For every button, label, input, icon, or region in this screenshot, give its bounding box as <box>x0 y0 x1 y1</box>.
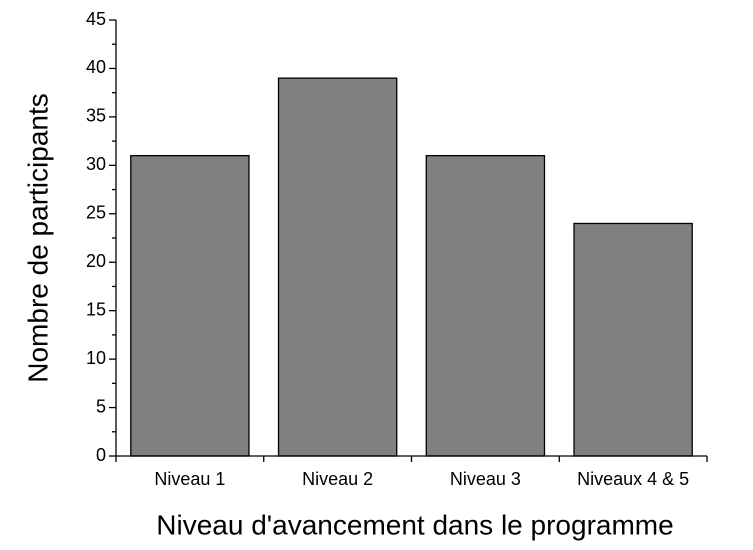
y-tick-label: 10 <box>86 348 106 368</box>
x-tick-label: Niveaux 4 & 5 <box>577 469 689 489</box>
bar <box>277 77 398 457</box>
y-tick-label: 5 <box>96 396 106 416</box>
y-tick-label: 0 <box>96 445 106 465</box>
x-axis-title: Niveau d'avancement dans le programme <box>156 509 673 540</box>
y-tick-label: 25 <box>86 203 106 223</box>
bar <box>425 154 546 457</box>
x-tick-label: Niveau 3 <box>450 469 521 489</box>
y-tick-label: 40 <box>86 57 106 77</box>
y-axis-title: Nombre de participants <box>22 93 53 382</box>
y-tick-label: 30 <box>86 154 106 174</box>
y-tick-label: 20 <box>86 251 106 271</box>
x-tick-label: Niveau 2 <box>302 469 373 489</box>
bar <box>573 222 693 457</box>
y-tick-label: 35 <box>86 106 106 126</box>
x-tick-label: Niveau 1 <box>154 469 225 489</box>
y-tick-label: 15 <box>86 299 106 319</box>
bar <box>130 154 250 457</box>
y-tick-label: 45 <box>86 9 106 29</box>
